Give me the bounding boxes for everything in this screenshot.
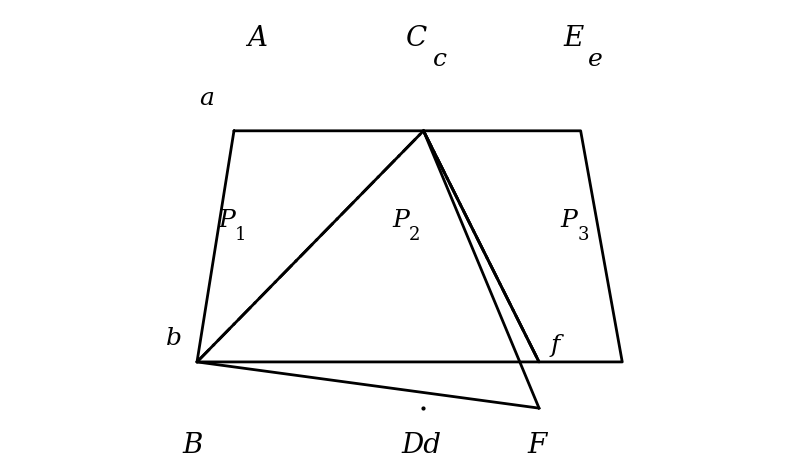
Text: B: B [182, 432, 202, 458]
Text: F: F [527, 432, 547, 458]
Text: f: f [551, 334, 560, 357]
Text: P: P [219, 209, 236, 232]
Text: 1: 1 [235, 226, 247, 244]
Text: c: c [433, 48, 446, 71]
Text: E: E [564, 25, 584, 52]
Text: Dd: Dd [401, 432, 441, 458]
Text: b: b [166, 327, 182, 350]
Text: C: C [406, 25, 427, 52]
Text: P: P [561, 209, 578, 232]
Text: P: P [392, 209, 409, 232]
Text: 3: 3 [578, 226, 589, 244]
Text: e: e [588, 48, 603, 71]
Text: a: a [198, 87, 214, 110]
Text: 2: 2 [408, 226, 420, 244]
Text: A: A [247, 25, 267, 52]
